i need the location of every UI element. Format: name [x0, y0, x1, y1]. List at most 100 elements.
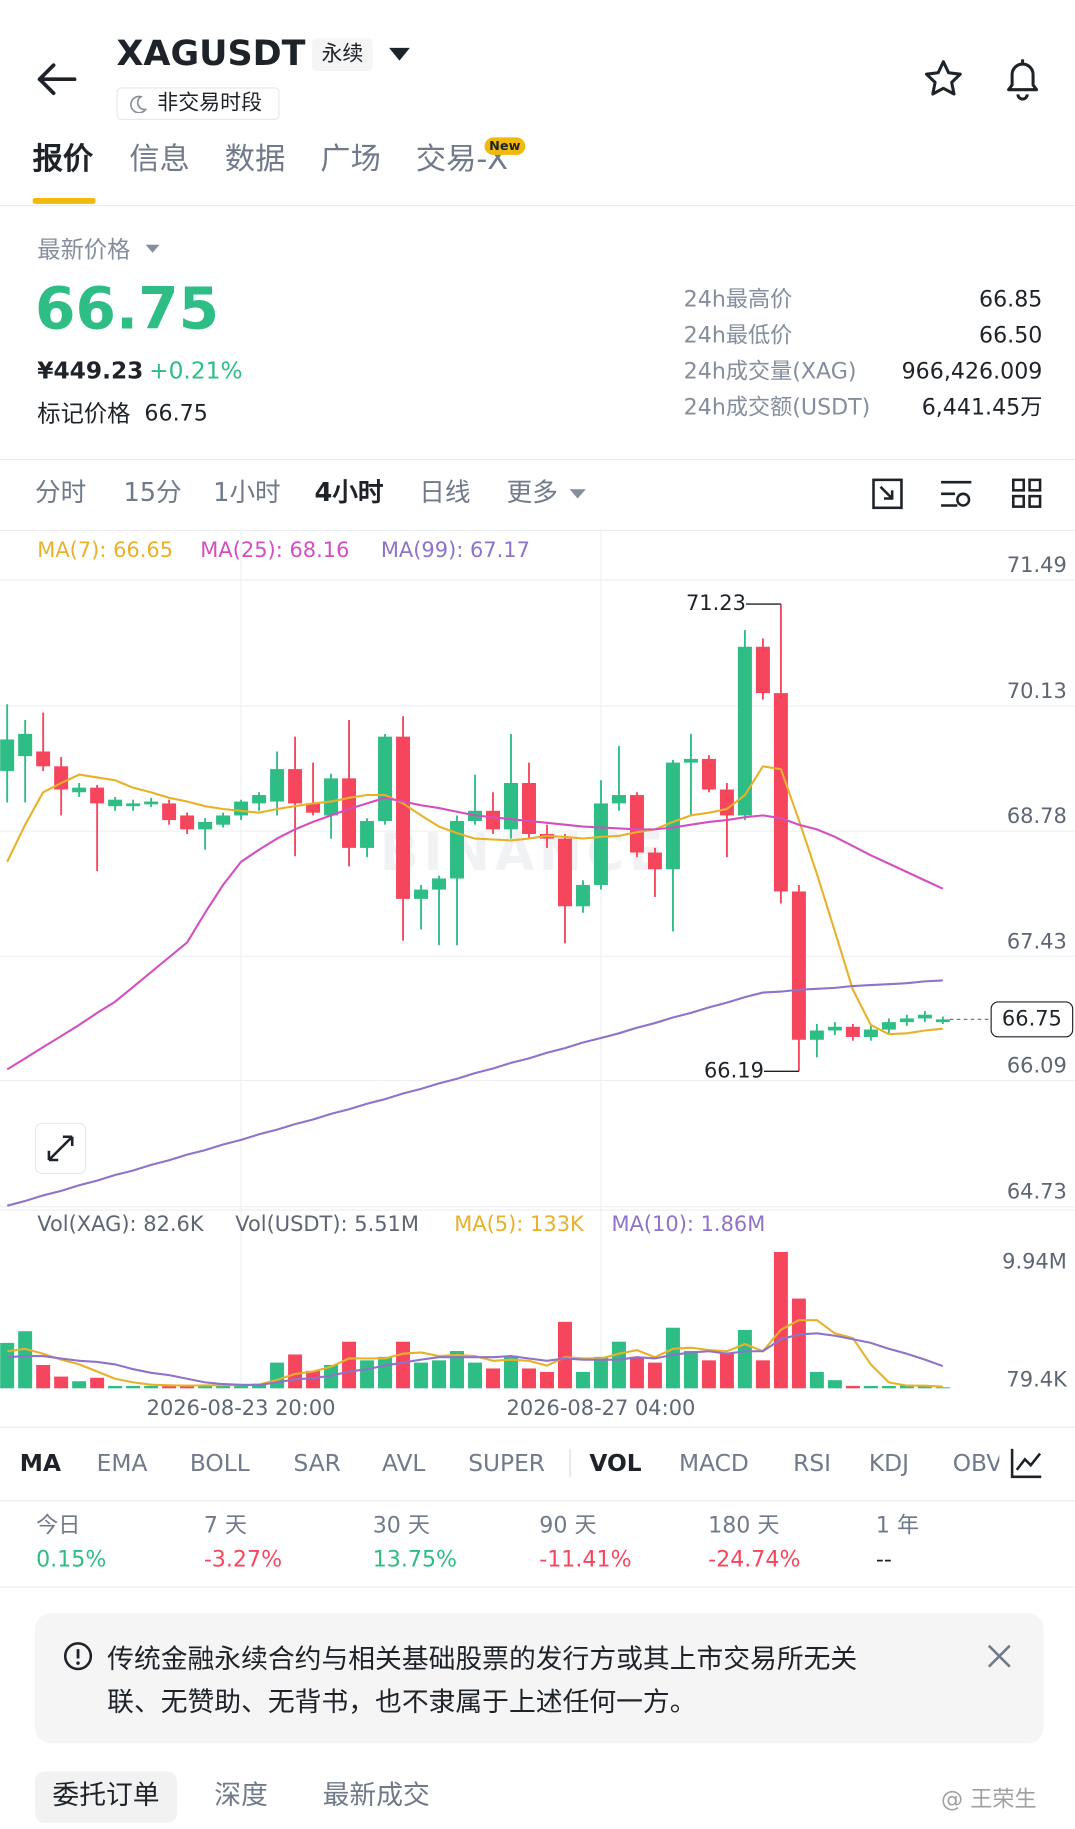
timeframe-more[interactable]: 更多	[506, 478, 558, 508]
notice-box	[34, 1613, 1044, 1744]
volume-bar	[396, 1341, 411, 1389]
candle-body	[773, 693, 788, 892]
indicator[interactable]: RSI	[793, 1448, 831, 1477]
candle-body	[288, 769, 303, 804]
alert-button[interactable]	[1002, 56, 1044, 103]
timeframe[interactable]: 分时	[34, 478, 87, 508]
notice-text: 传统金融永续合约与相关基础股票的发行方或其上市交易所无关联、无赞助、无背书，也不…	[107, 1644, 858, 1718]
return-period: 90 天	[539, 1512, 597, 1539]
volume-bar	[450, 1351, 465, 1389]
volume-bar	[270, 1362, 285, 1389]
candle-body	[881, 1022, 896, 1030]
volume-bar	[36, 1365, 51, 1389]
indicator[interactable]: OBV	[952, 1448, 1000, 1477]
volume-ma-line	[7, 1319, 943, 1388]
volume-bar	[845, 1385, 860, 1389]
timeframe-active[interactable]: 4小时	[314, 478, 384, 508]
volume-bar	[701, 1360, 716, 1389]
ma-line	[6, 979, 943, 1207]
indicator[interactable]: SAR	[293, 1448, 341, 1477]
volume-bar	[863, 1385, 878, 1389]
candle-body	[144, 801, 159, 805]
volume-bar	[629, 1356, 644, 1389]
timeframe[interactable]: 1小时	[213, 478, 281, 508]
candle-body	[342, 778, 357, 848]
return-value: -11.41%	[539, 1546, 632, 1573]
indicator[interactable]: MACD	[679, 1448, 749, 1477]
candle-body	[162, 803, 177, 821]
tab-pill	[34, 1771, 178, 1823]
timeframe[interactable]: 日线	[419, 478, 471, 508]
volume-bar	[72, 1381, 87, 1389]
volume-bar	[378, 1356, 393, 1389]
symbol[interactable]: XAGUSDT	[116, 33, 306, 75]
candle-body	[557, 838, 572, 907]
order-tab[interactable]: 深度	[214, 1780, 268, 1812]
indicator-settings-icon[interactable]	[1009, 1447, 1044, 1480]
y-tick-label: 9.94M	[1002, 1250, 1067, 1274]
volume-bar	[360, 1360, 375, 1389]
dropdown-icon[interactable]	[389, 47, 410, 62]
y-tick-label: 66.09	[1007, 1054, 1067, 1078]
close-button[interactable]	[986, 1643, 1012, 1669]
dropdown-icon[interactable]	[569, 489, 586, 499]
favorite-button[interactable]	[922, 58, 964, 100]
ma-line	[6, 796, 944, 1071]
layout-icon[interactable]	[1011, 478, 1044, 511]
volume-bar	[737, 1329, 752, 1389]
low-label: 66.19	[704, 1058, 764, 1082]
order-tab[interactable]: 最新成交	[322, 1780, 430, 1812]
dropdown-icon[interactable]	[145, 244, 160, 254]
y-tick-label: 64.73	[1007, 1180, 1067, 1204]
tab[interactable]: 数据	[224, 142, 286, 178]
volume-bar	[522, 1368, 536, 1389]
legend-entry: MA(7): 66.65	[37, 538, 173, 562]
indicator-active[interactable]: VOL	[589, 1448, 642, 1477]
volume-bar	[773, 1251, 788, 1389]
tab[interactable]: 信息	[129, 142, 190, 178]
timeframe[interactable]: 15分	[123, 478, 182, 508]
volume-bar	[827, 1380, 842, 1389]
candle-body	[827, 1026, 842, 1031]
stat-label: 24h最高价	[683, 286, 793, 313]
volume-ma-line	[7, 1332, 944, 1386]
tab-active[interactable]: 报价	[32, 142, 94, 178]
candle-body	[737, 646, 752, 816]
volume-bar	[216, 1384, 231, 1389]
candle-body	[90, 787, 105, 804]
divider	[0, 458, 1075, 461]
candle-body	[917, 1014, 932, 1019]
stat-value: 966,426.009	[901, 358, 1043, 385]
candle-body	[324, 778, 339, 816]
volume-bar	[809, 1371, 824, 1389]
back-button[interactable]	[33, 61, 80, 98]
current-price-box	[990, 1001, 1074, 1038]
x-tick-label: 2026-08-27 04:00	[507, 1396, 696, 1420]
order-tab-active[interactable]: 委托订单	[52, 1780, 160, 1812]
return-period: 1 年	[875, 1512, 920, 1539]
tab[interactable]: 广场	[320, 142, 381, 178]
candle-body	[845, 1026, 860, 1037]
divider	[0, 1426, 1075, 1428]
price-label: 最新价格	[37, 235, 131, 264]
candle-body	[360, 821, 375, 848]
tab-underline	[32, 197, 96, 204]
volume-bar	[468, 1362, 483, 1389]
chart-settings-icon[interactable]	[871, 478, 904, 511]
indicator[interactable]: EMA	[96, 1448, 148, 1477]
indicator[interactable]: KDJ	[868, 1448, 909, 1477]
indicator[interactable]: SUPER	[468, 1448, 545, 1477]
indicator[interactable]: AVL	[382, 1448, 426, 1477]
indicator-active[interactable]: MA	[19, 1448, 62, 1477]
info-icon	[63, 1642, 93, 1671]
volume-bar	[0, 1342, 15, 1389]
fullscreen-button[interactable]	[34, 1122, 87, 1174]
indicator-icon[interactable]	[939, 478, 974, 511]
candle-body	[701, 758, 716, 790]
return-value: -3.27%	[203, 1546, 283, 1573]
indicator[interactable]: BOLL	[189, 1448, 250, 1477]
stat-label: 24h成交额(USDT)	[683, 394, 871, 421]
high-label: 71.23	[686, 591, 746, 615]
price-change: +0.21%	[149, 356, 243, 385]
